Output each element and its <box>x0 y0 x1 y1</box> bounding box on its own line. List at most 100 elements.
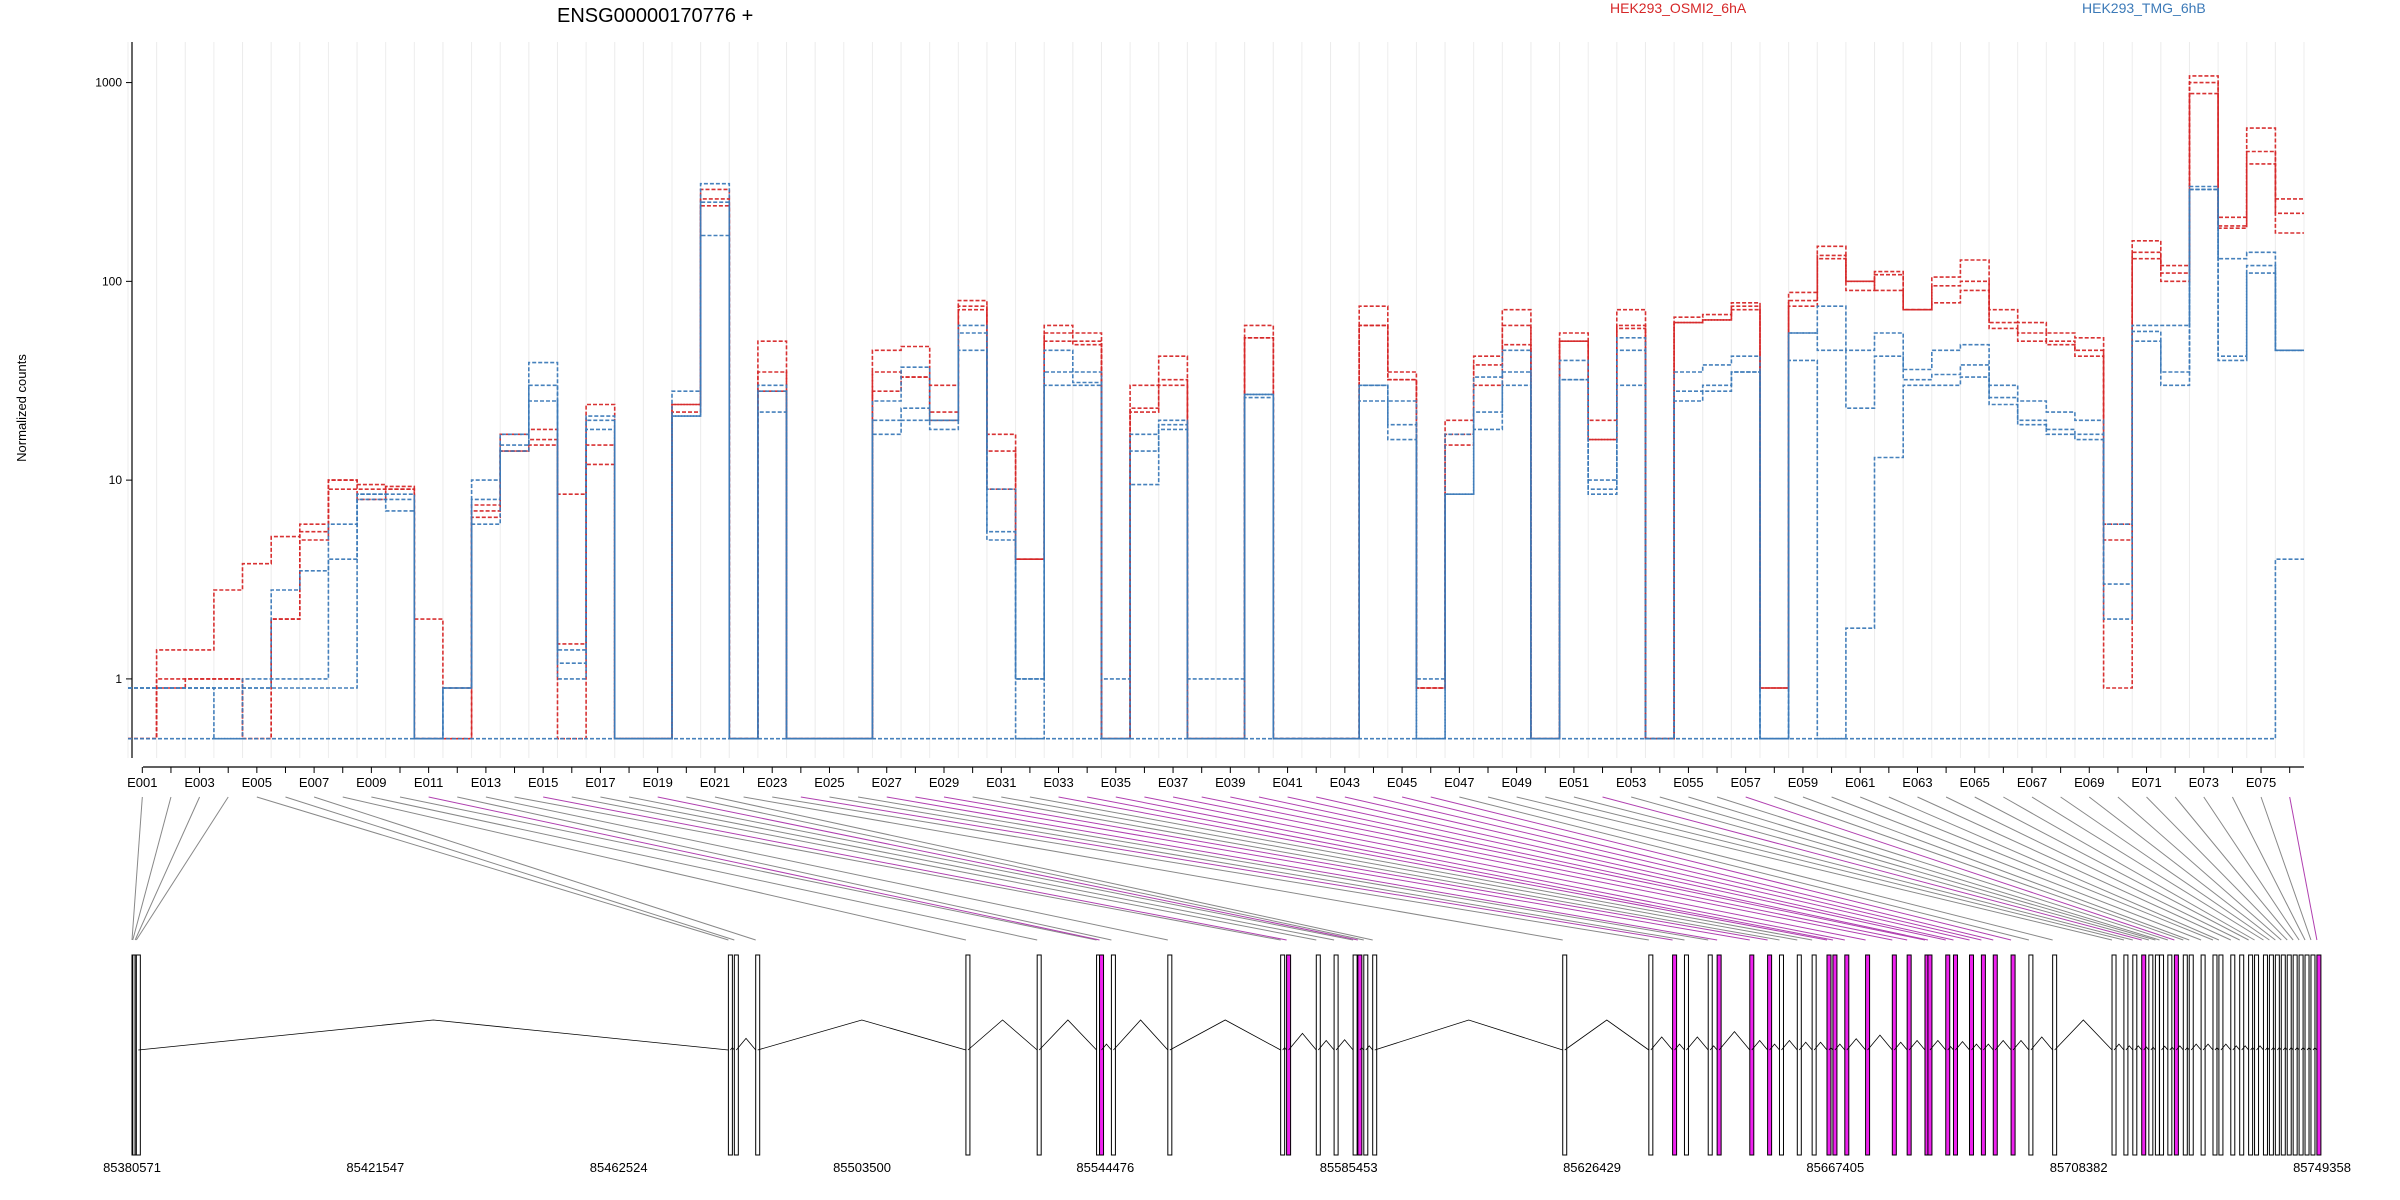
exon-connector <box>2031 796 2264 941</box>
exon-block <box>2316 954 2322 1156</box>
exon-connector <box>1058 796 1828 941</box>
intron-line <box>138 1019 729 1051</box>
intron-line <box>2288 1047 2294 1051</box>
exon-block <box>1357 954 1363 1156</box>
exon-connector <box>1001 796 1798 941</box>
genomic-tick-label: 85380571 <box>103 1160 161 1175</box>
exon-connector <box>1401 796 1994 941</box>
exon-connector <box>342 796 967 941</box>
x-tick-label: E019 <box>642 775 672 790</box>
x-tick-label: E061 <box>1845 775 1875 790</box>
x-tick-label: E041 <box>1272 775 1302 790</box>
exon-block <box>1749 954 1755 1156</box>
y-axis: 1 10 100 1000 <box>95 42 133 758</box>
x-tick-label: E069 <box>2074 775 2104 790</box>
exon-block <box>2304 954 2310 1156</box>
exon-connector <box>1831 796 2202 941</box>
exon-block <box>2292 954 2298 1156</box>
intron-line <box>2054 1019 2113 1051</box>
exon-connector <box>2203 796 2300 941</box>
exon-connector <box>543 796 1287 941</box>
intron-line <box>2113 1043 2125 1051</box>
intron-line <box>2294 1047 2300 1051</box>
exon-connector <box>2231 796 2306 941</box>
exon-connector <box>2146 796 2288 941</box>
exon-connector <box>1688 796 2160 941</box>
exon-block <box>1906 954 1912 1156</box>
intron-line <box>2265 1047 2270 1051</box>
exon-connector <box>2289 796 2318 941</box>
exon-connector <box>1459 796 2030 941</box>
exon-block <box>1167 954 1173 1156</box>
intron-line <box>1994 1039 2012 1051</box>
exon-connector <box>1716 796 2169 941</box>
genomic-coordinate-axis: 85380571 85421547 85462524 85503500 85544476… <box>103 1160 2351 1175</box>
exon-block <box>1844 954 1850 1156</box>
exon-connector <box>1087 796 1834 941</box>
plot-grid <box>127 42 2305 758</box>
intron-line <box>967 1019 1038 1051</box>
exon-connector <box>1602 796 2142 941</box>
intron-line <box>730 1047 735 1051</box>
exon-block <box>1036 954 1042 1156</box>
intron-line <box>2169 1046 2175 1051</box>
y-tick-label: 100 <box>102 274 122 288</box>
exon-block <box>2154 954 2160 1156</box>
exon-connector <box>743 796 1563 941</box>
intron-line <box>1564 1019 1650 1051</box>
intron-line <box>2256 1045 2264 1051</box>
exon-block <box>2286 954 2292 1156</box>
exon-connector <box>132 796 172 941</box>
genomic-tick-label: 85585453 <box>1320 1160 1378 1175</box>
intron-line <box>2161 1045 2169 1051</box>
exon-block <box>2280 954 2286 1156</box>
exon-block <box>2188 954 2194 1156</box>
intron-line <box>1846 1038 1866 1051</box>
exon-connector <box>1172 796 1893 941</box>
exon-block <box>1945 954 1951 1156</box>
genomic-tick-label: 85749358 <box>2293 1160 2351 1175</box>
exon-connector <box>457 796 1112 941</box>
exon-block <box>2218 954 2224 1156</box>
exon-block <box>2230 954 2236 1156</box>
exon-connector <box>972 796 1780 941</box>
exon-block <box>1683 954 1689 1156</box>
intron-line <box>1894 1041 1908 1051</box>
exon-block <box>2173 954 2179 1156</box>
intron-line <box>1709 1045 1718 1051</box>
intron-line <box>2312 1047 2318 1051</box>
intron-line <box>2125 1045 2134 1051</box>
exon-block <box>2274 954 2280 1156</box>
intron-line <box>1374 1019 1563 1051</box>
genomic-tick-label: 85667405 <box>1806 1160 1864 1175</box>
x-tick-label: E037 <box>1158 775 1188 790</box>
exon-block <box>1363 954 1369 1156</box>
x-tick-label: E071 <box>2131 775 2161 790</box>
intron-line <box>2232 1045 2241 1051</box>
intron-line <box>1947 1045 1954 1051</box>
exon-block <box>1648 954 1654 1156</box>
exon-block <box>1372 954 1378 1156</box>
exon-connector <box>1774 796 2184 941</box>
exon-connector <box>131 796 143 941</box>
exon-connector <box>1115 796 1845 941</box>
intron-line <box>1971 1043 1982 1051</box>
intron-line <box>1955 1040 1970 1051</box>
exon-block <box>1832 954 1838 1156</box>
genomic-tick-label: 85708382 <box>2050 1160 2108 1175</box>
exon-connector <box>772 796 1649 941</box>
x-tick-label: E007 <box>299 775 329 790</box>
exon-connector <box>1201 796 1908 941</box>
exon-block <box>2167 954 2173 1156</box>
exon-connector <box>313 796 756 941</box>
intron-line <box>1798 1041 1813 1051</box>
exon-block <box>1865 954 1871 1156</box>
exon-block <box>1280 954 1286 1156</box>
x-tick-label: E025 <box>814 775 844 790</box>
intron-line <box>1101 1043 1112 1051</box>
exon-block <box>1099 954 1105 1156</box>
x-tick-label: E009 <box>356 775 386 790</box>
x-tick-label: E075 <box>2246 775 2276 790</box>
exon-connector <box>2003 796 2255 941</box>
series-line-6 <box>128 558 2304 740</box>
